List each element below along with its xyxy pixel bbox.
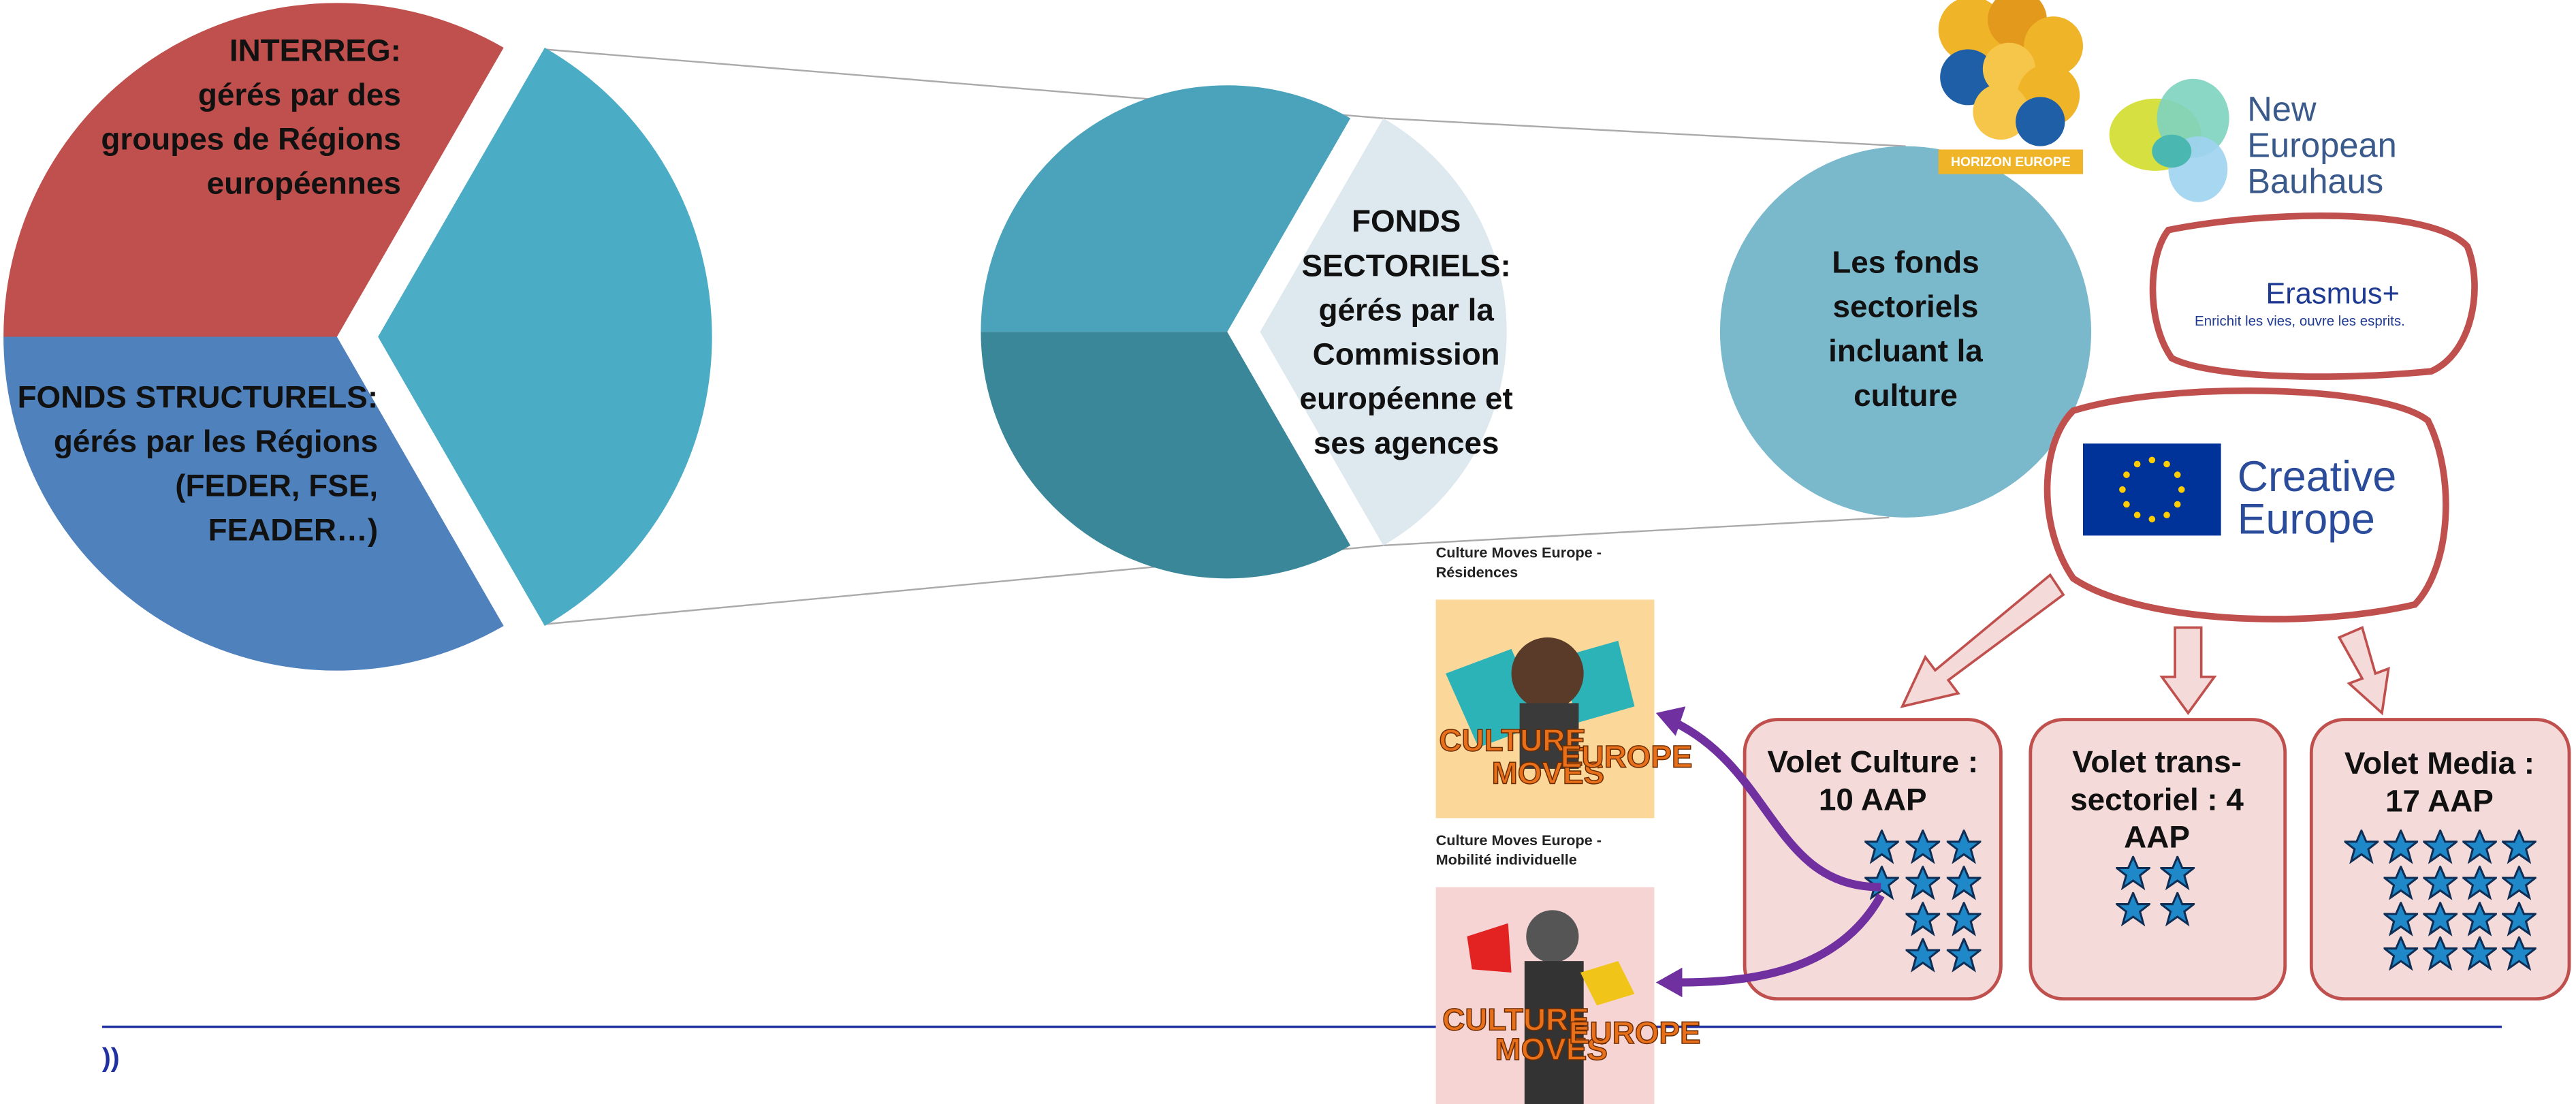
arrows [1900,573,2390,716]
footer-mark: )) [102,1043,120,1073]
logo-text: HORIZON EUROPE [1951,155,2071,170]
structurels-label: FONDS STRUCTURELS: gérés par les Régions… [18,379,379,547]
bauhaus-logo: New European Bauhaus [2109,78,2397,202]
logo-text: Creative [2238,453,2396,501]
text-line: culture [1854,378,1958,413]
text-line: gérés par les Régions [54,424,378,458]
structurels-slice [3,336,504,671]
text-line: gérés par des [198,77,401,112]
text-line: gérés par la [1319,292,1495,327]
text-line: groupes de Régions [101,122,401,157]
image-text: MOVES [1492,756,1605,791]
image-text: EUROPE [1561,740,1693,774]
arrow [2159,626,2217,715]
logo-text: European [2247,125,2397,164]
sectoriels-label: FONDS SECTORIELS: gérés par la Commissio… [1300,204,1513,460]
text-line: Volet trans- [2072,744,2242,779]
text-line: SECTORIELS: [1302,248,1511,283]
text-line: ses agences [1314,426,1499,460]
slice [981,85,1351,332]
sectoriels-wedge [1260,118,1507,546]
text-line: 10 AAP [1819,782,1927,817]
text-line: sectoriel : 4 [2070,782,2244,817]
purple-arrows [1655,706,1885,998]
arrow [2337,625,2390,716]
programme-residences: Culture Moves Europe - Résidences CULTUR… [1435,544,1693,819]
text-line: européennes [207,166,401,201]
culture-label: Les fonds sectoriels incluant la culture [1828,245,1983,412]
caption: Culture Moves Europe - [1436,832,1602,849]
text-line: Volet Media : [2344,746,2534,780]
sectoriels-slice [378,47,712,627]
logo-text: Enrichit les vies, ouvre les esprits. [2195,313,2405,329]
text-line: FEADER…) [208,513,379,548]
text-line: Les fonds [1832,245,1979,279]
slice [981,332,1351,579]
connector [1383,117,1906,147]
culture-circle [1719,146,2092,518]
strand-box [2309,718,2571,1001]
text-line: sectoriels [1832,289,1978,324]
text-line: Commission [1313,337,1500,372]
caption: Mobilité individuelle [1436,851,1577,868]
creative-europe-logo: Creative Europe [2044,387,2449,622]
text-line: 17 AAP [2385,784,2494,819]
text-line: AAP [2124,820,2190,855]
erasmus-logo: Erasmus+ Enrichit les vies, ouvre les es… [2149,212,2478,380]
logo-text: Bauhaus [2247,162,2383,201]
image-text: EUROPE [1569,1015,1701,1050]
strand-box [2029,718,2287,1001]
arrow [1674,719,1881,892]
programme-mobilite: Culture Moves Europe - Mobilité individu… [1435,832,1701,1104]
logo-text: New [2247,89,2317,128]
logo-text: Erasmus+ [2265,278,2400,311]
arrow [1900,573,2065,708]
text-line: FONDS [1352,204,1461,238]
text-line: INTERREG: [229,33,401,67]
arrow [1679,893,1885,987]
text-line: européenne et [1300,381,1513,416]
caption: Culture Moves Europe - [1436,544,1602,561]
interreg-label: INTERREG: gérés par des groupes de Régio… [101,33,401,200]
caption: Résidences [1436,564,1518,581]
image-text: MOVES [1495,1032,1608,1067]
logo-text: Europe [2238,496,2375,543]
text-line: Volet Culture : [1767,744,1978,779]
text-line: FONDS STRUCTURELS: [18,379,379,414]
image-text: CULTURE [1442,1002,1589,1037]
image-text: CULTURE [1439,723,1586,757]
text-line: incluant la [1828,334,1983,368]
interreg-slice [3,3,504,337]
horizon-logo: HORIZON EUROPE [1938,0,2084,174]
text-line: (FEDER, FSE, [175,469,378,503]
connector [1383,516,1890,547]
